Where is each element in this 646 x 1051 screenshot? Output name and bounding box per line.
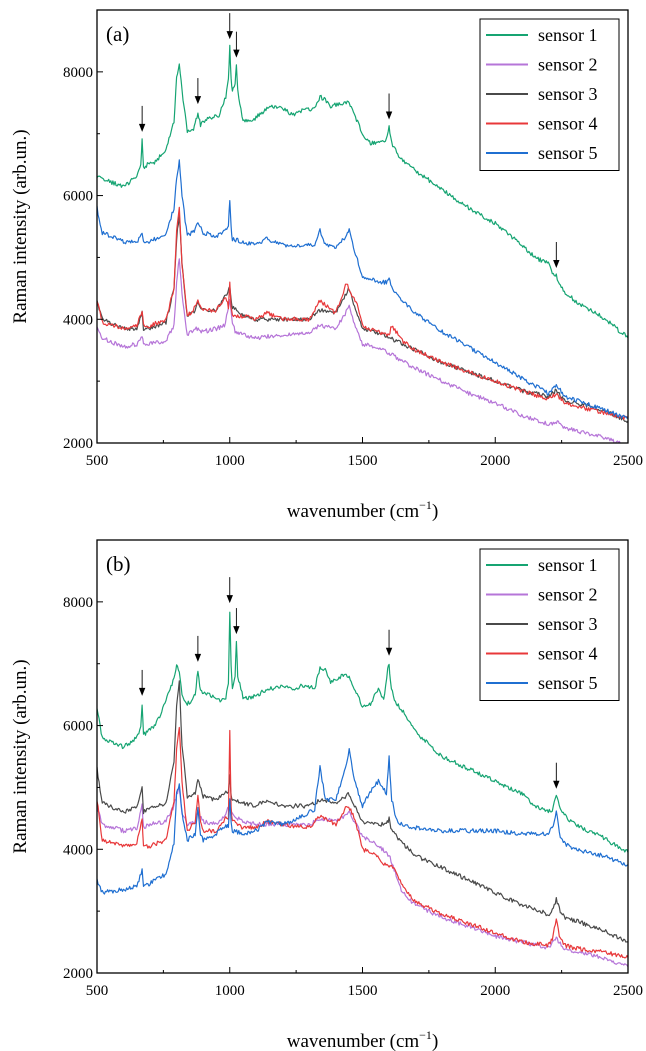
panel-b-y-tick-label: 6000 bbox=[63, 719, 93, 735]
panel-a-peak-arrow bbox=[226, 13, 233, 40]
panel-a-x-tick-label: 2500 bbox=[613, 453, 643, 469]
panel-a-peak-arrow bbox=[194, 78, 202, 105]
panel-b-legend-entry: sensor 1 bbox=[538, 555, 598, 575]
panel-b-x-tick-label: 500 bbox=[86, 983, 109, 999]
panel-b-x-tick-label: 2500 bbox=[613, 983, 643, 999]
panel-a-peak-arrow bbox=[385, 93, 393, 120]
panel-a-y-tick-label: 6000 bbox=[63, 189, 93, 205]
panel-a-series-sensor-2-line bbox=[97, 258, 627, 443]
panel-b-chart: 500 1000 1500 2000 2500 2000 4000 6000 8000 waven… bbox=[10, 539, 643, 1051]
panel-a-x-axis-title: wavenumber (cm−1) bbox=[287, 498, 439, 522]
panel-b-peak-arrow bbox=[233, 608, 240, 635]
panel-b-series-sensor-2-line bbox=[97, 787, 628, 968]
panel-a-x-tick-label: 500 bbox=[86, 453, 109, 469]
panel-b-peak-arrow bbox=[385, 629, 393, 656]
panel-a-peak-arrow bbox=[233, 31, 240, 58]
panel-a-series-sensor-1-line bbox=[97, 44, 628, 339]
panel-b-y-tick-label: 2000 bbox=[63, 966, 93, 982]
panel-b-x-tick-label: 1000 bbox=[215, 983, 245, 999]
panel-b-x-tick-label: 2000 bbox=[480, 983, 510, 999]
panel-b-y-tick-label: 4000 bbox=[63, 842, 93, 858]
panel-a-y-tick-label: 4000 bbox=[63, 312, 93, 328]
panel-b-y-axis-title: Raman intensity (arb.un.) bbox=[10, 659, 31, 853]
panel-a-label: (a) bbox=[106, 22, 129, 46]
panel-b-series-sensor-1-line bbox=[97, 611, 628, 853]
panel-b-label: (b) bbox=[106, 552, 131, 576]
panel-a-legend: sensor 1 sensor 2 sensor 3 sensor 4 sensor 5 bbox=[479, 18, 620, 171]
panel-b-peak-arrow bbox=[194, 635, 202, 662]
panel-b-peak-arrow bbox=[138, 669, 146, 696]
panel-a-peak-arrow bbox=[553, 241, 560, 268]
panel-a-x-tick-label: 1000 bbox=[215, 453, 245, 469]
panel-b-peak-arrow bbox=[226, 577, 233, 604]
panel-b-legend: sensor 1 sensor 2 sensor 3 sensor 4 sensor 5 bbox=[479, 548, 620, 701]
panel-b-y-tick-label: 8000 bbox=[63, 595, 93, 611]
panel-a-legend-entry: sensor 1 bbox=[538, 25, 598, 45]
panel-b-x-tick-label: 1500 bbox=[348, 983, 378, 999]
panel-a-series-sensor-4-line bbox=[97, 206, 628, 420]
panel-b-series-sensor-5-line bbox=[97, 747, 628, 895]
panel-b-legend-entry: sensor 3 bbox=[538, 614, 598, 634]
panel-a-peak-arrow bbox=[138, 105, 146, 132]
panel-b-series-sensor-3-line bbox=[97, 680, 628, 943]
panel-b-peak-arrow bbox=[553, 762, 560, 789]
panel-b-legend-entry: sensor 5 bbox=[538, 673, 598, 693]
panel-a-legend-entry: sensor 3 bbox=[538, 84, 598, 104]
panel-a-legend-entry: sensor 2 bbox=[538, 55, 598, 75]
panel-a-y-axis-title: Raman intensity (arb.un.) bbox=[10, 129, 31, 323]
panel-a-chart: 500 1000 1500 2000 2500 2000 4000 6000 8000 waven… bbox=[10, 9, 643, 522]
panel-a-y-tick-label: 2000 bbox=[63, 436, 93, 452]
panel-b-legend-entry: sensor 2 bbox=[538, 585, 598, 605]
panel-a-x-tick-label: 2000 bbox=[480, 453, 510, 469]
panel-a-series-sensor-5-line bbox=[97, 159, 628, 419]
panel-b-x-axis-title: wavenumber (cm−1) bbox=[287, 1028, 439, 1051]
panel-a-x-tick-label: 1500 bbox=[348, 453, 378, 469]
panel-a-legend-entry: sensor 4 bbox=[538, 114, 598, 134]
panel-b-series-sensor-4-line bbox=[97, 726, 628, 959]
panel-a-y-tick-label: 8000 bbox=[63, 65, 93, 81]
panel-b-legend-entry: sensor 4 bbox=[538, 644, 598, 664]
panel-a-series-sensor-3-line bbox=[97, 214, 628, 423]
panel-a-legend-entry: sensor 5 bbox=[538, 143, 598, 163]
